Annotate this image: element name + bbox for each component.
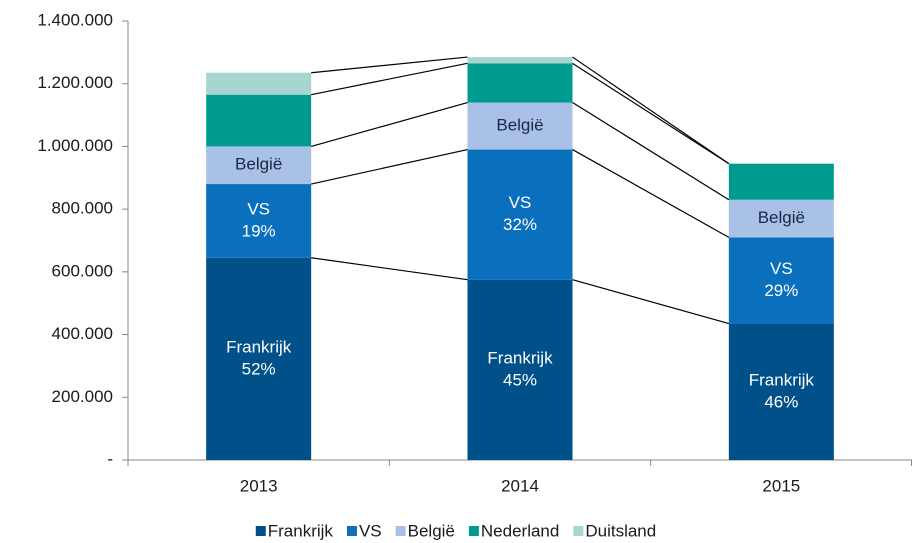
connector: [572, 149, 730, 238]
x-tick-label: 2013: [240, 476, 278, 495]
legend-swatch: [573, 526, 584, 536]
segment-name: België: [235, 155, 282, 174]
connector: [311, 101, 468, 148]
legend-label: VS: [359, 521, 382, 540]
legend-swatch: [346, 526, 357, 536]
x-tick-label: 2014: [501, 476, 539, 495]
data-label: 46%: [764, 392, 798, 411]
y-tick-label: -: [107, 449, 113, 468]
segment-name: Frankrijk: [487, 348, 553, 367]
connector: [311, 62, 468, 96]
bar-segment: [467, 279, 573, 460]
connector: [572, 279, 729, 325]
bar-segment: [467, 57, 573, 64]
legend-label: Duitsland: [585, 521, 656, 540]
bar-segment: [728, 237, 834, 324]
y-tick-label: 800.000: [52, 199, 113, 218]
segment-name: België: [758, 208, 805, 227]
bar-segment: [206, 72, 312, 95]
connector: [311, 148, 468, 185]
y-tick-label: 200.000: [52, 387, 113, 406]
x-tick-label: 2015: [762, 476, 800, 495]
legend-swatch: [468, 526, 479, 536]
bar-segment: [467, 63, 573, 103]
connector: [311, 257, 468, 281]
bar-segment: [206, 257, 312, 460]
segment-name: Frankrijk: [226, 337, 292, 356]
y-tick-label: 1.200.000: [37, 73, 113, 92]
bar-segment: [206, 184, 312, 258]
legend-swatch: [255, 526, 266, 536]
y-tick-label: 400.000: [52, 324, 113, 343]
bar-segment: [467, 149, 573, 280]
bar-segment: [728, 323, 834, 460]
data-label: 32%: [503, 215, 537, 234]
connector: [311, 56, 468, 74]
data-label: 19%: [242, 221, 276, 240]
segment-name: VS: [247, 199, 270, 218]
segment-name: VS: [509, 193, 532, 212]
bar-segment: [728, 163, 834, 200]
legend-label: Frankrijk: [268, 521, 334, 540]
connector: [572, 56, 730, 165]
y-tick-label: 600.000: [52, 261, 113, 280]
data-label: 29%: [764, 281, 798, 300]
y-tick-label: 1.400.000: [37, 10, 113, 29]
connector: [572, 62, 730, 165]
y-tick-label: 1.000.000: [37, 136, 113, 155]
legend-label: België: [408, 521, 455, 540]
legend-swatch: [395, 526, 406, 536]
data-label: 52%: [242, 359, 276, 378]
data-label: 45%: [503, 370, 537, 389]
bar-segment: [206, 146, 312, 185]
segment-name: België: [496, 116, 543, 135]
segment-name: VS: [770, 259, 793, 278]
legend-label: Nederland: [481, 521, 559, 540]
segment-name: Frankrijk: [749, 370, 815, 389]
bar-segment: [728, 199, 834, 238]
bar-segment: [467, 102, 573, 150]
connector: [572, 102, 730, 201]
bar-segment: [206, 94, 312, 147]
